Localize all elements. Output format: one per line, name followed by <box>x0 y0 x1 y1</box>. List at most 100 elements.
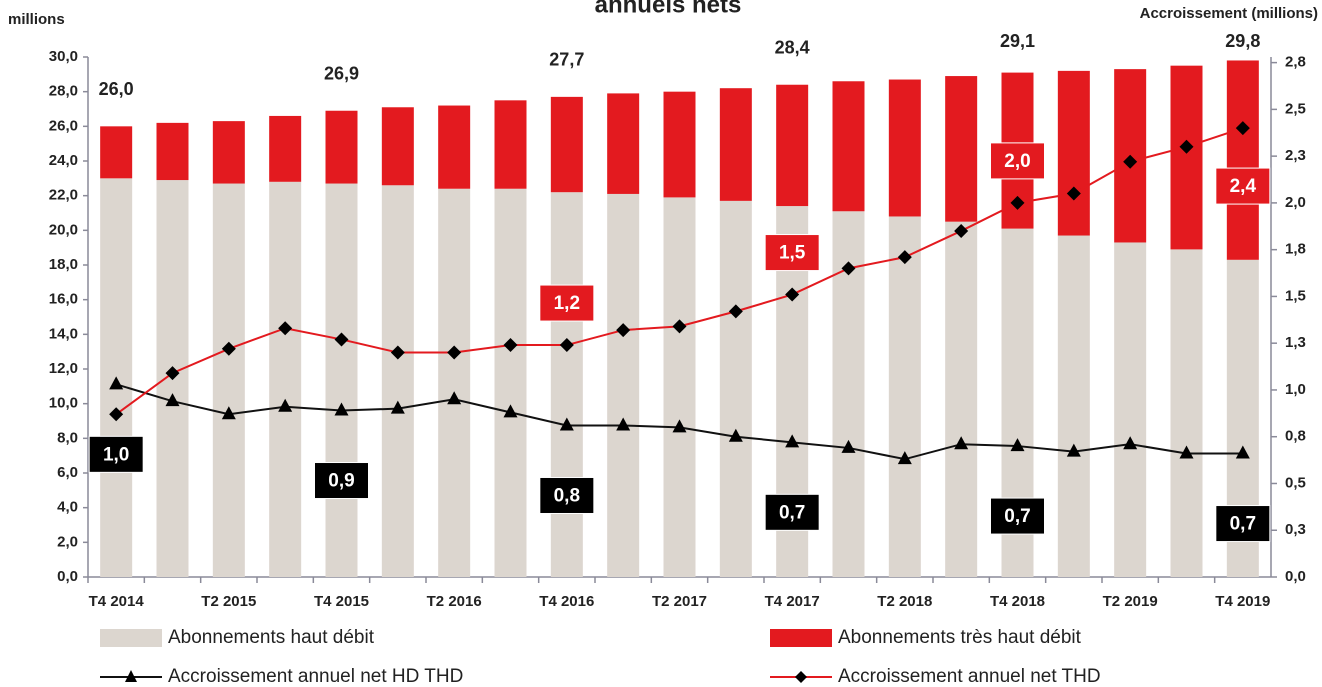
bar-segment <box>1170 65 1203 250</box>
marker <box>672 419 687 433</box>
marker <box>1179 445 1194 459</box>
total-label: 26,0 <box>99 79 134 99</box>
value-label: 1,5 <box>779 243 806 264</box>
value-label: 0,7 <box>779 502 805 523</box>
y2-tick-label: 1,5 <box>1285 287 1306 304</box>
marker <box>728 428 743 442</box>
bar-segment <box>607 193 640 577</box>
x-tick-label: T2 2015 <box>201 593 256 610</box>
marker <box>390 345 405 360</box>
value-label: 0,7 <box>1230 514 1256 535</box>
value-label-box <box>1215 505 1271 543</box>
y-tick-label: 18,0 <box>49 256 78 273</box>
value-label-box <box>314 462 369 500</box>
marker <box>165 393 180 407</box>
y2-tick-label: 2,3 <box>1285 147 1306 164</box>
y-tick-label: 0,0 <box>57 568 78 585</box>
x-tick-label: T4 2014 <box>89 593 145 610</box>
bar-segment <box>550 192 583 577</box>
value-label: 0,9 <box>328 471 354 492</box>
bar-segment <box>1057 235 1090 578</box>
y2-tick-label: 1,3 <box>1285 334 1306 351</box>
bar-segment <box>438 105 471 189</box>
marker <box>841 261 856 276</box>
marker <box>278 398 293 412</box>
legend-label: Abonnements très haut débit <box>838 627 1082 648</box>
marker <box>1066 443 1081 457</box>
marker <box>503 404 518 418</box>
value-label-box <box>990 142 1045 180</box>
bar-segment <box>888 79 921 217</box>
legend-label: Accroissement annuel net HD THD <box>168 666 463 687</box>
legend-label: Abonnements haut débit <box>168 627 375 648</box>
y-tick-label: 8,0 <box>57 429 78 446</box>
value-label: 2,0 <box>1004 151 1030 172</box>
y2-axis-label: Accroissement (millions) <box>1140 5 1318 22</box>
x-tick-label: T4 2018 <box>990 593 1045 610</box>
marker <box>897 451 912 465</box>
bar-segment <box>719 200 752 577</box>
total-label: 27,7 <box>549 50 584 70</box>
y-tick-label: 24,0 <box>49 152 78 169</box>
bar-segment <box>212 121 245 184</box>
value-label-box <box>539 476 595 514</box>
x-tick-label: T2 2017 <box>652 593 707 610</box>
total-label: 26,9 <box>324 63 359 83</box>
x-tick-label: T4 2019 <box>1215 593 1270 610</box>
marker <box>221 341 236 356</box>
bar-segment <box>1170 249 1203 577</box>
bar-segment <box>269 115 302 182</box>
legend-label: Accroissement annuel net THD <box>838 666 1101 687</box>
marker <box>1235 445 1250 459</box>
value-label-box <box>990 497 1045 535</box>
marker <box>1066 186 1081 201</box>
marker <box>334 402 349 416</box>
y-tick-label: 12,0 <box>49 360 78 377</box>
value-label: 0,8 <box>554 486 580 507</box>
legend-swatch <box>100 629 162 647</box>
x-tick-label: T2 2019 <box>1103 593 1158 610</box>
y-tick-label: 30,0 <box>49 48 78 65</box>
x-tick-label: T2 2018 <box>877 593 932 610</box>
value-label: 1,0 <box>103 444 129 465</box>
marker <box>1179 139 1194 154</box>
marker <box>559 417 574 431</box>
y-tick-label: 2,0 <box>57 533 78 550</box>
marker <box>616 417 631 431</box>
marker <box>447 391 462 405</box>
marker <box>1010 438 1025 452</box>
y-tick-label: 14,0 <box>49 325 78 342</box>
bar-segment <box>663 197 696 577</box>
total-label: 28,4 <box>775 37 810 57</box>
marker <box>954 436 969 450</box>
y2-tick-label: 2,8 <box>1285 54 1306 71</box>
bar-segment <box>832 81 865 212</box>
marker <box>954 223 969 238</box>
bar-segment <box>945 76 978 222</box>
bar-segment <box>1057 70 1090 236</box>
marker <box>165 366 180 381</box>
y2-tick-label: 0,3 <box>1285 521 1306 538</box>
legend-swatch <box>770 629 832 647</box>
bar-segment <box>776 84 809 207</box>
bar-segment <box>719 88 752 201</box>
bar-segment <box>212 183 245 578</box>
chart-title: annuels nets <box>595 0 742 18</box>
total-label: 29,8 <box>1225 31 1260 51</box>
bar-segment <box>888 216 921 577</box>
bar-segment <box>1114 242 1147 577</box>
bar-segment <box>663 91 696 198</box>
value-label-box <box>1215 167 1271 205</box>
legend-marker <box>125 670 137 682</box>
bar-segment <box>494 100 527 189</box>
bar-segment <box>1226 60 1259 260</box>
y-tick-label: 28,0 <box>49 83 78 100</box>
value-label-box <box>539 284 595 322</box>
value-label: 1,2 <box>554 293 580 314</box>
total-label: 29,1 <box>1000 31 1035 51</box>
y-axis-label: millions <box>8 11 65 28</box>
y2-tick-label: 2,0 <box>1285 194 1306 211</box>
marker <box>447 345 462 360</box>
marker <box>897 250 912 265</box>
